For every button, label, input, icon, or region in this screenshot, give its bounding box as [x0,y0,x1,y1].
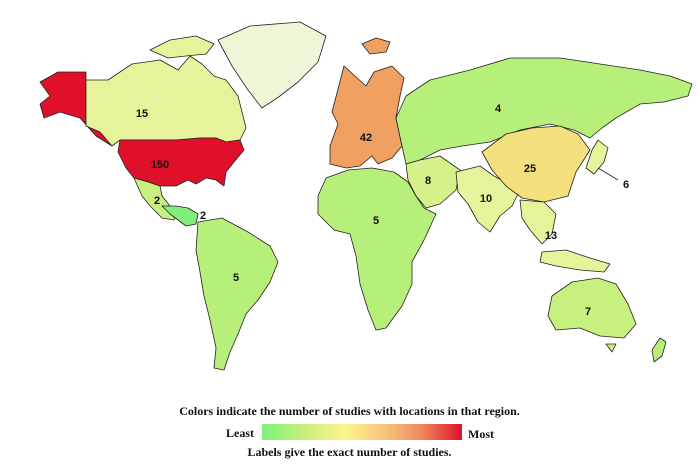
label-middle-east: 8 [425,175,431,187]
label-europe: 42 [360,132,372,144]
legend-gradient-bar [262,424,462,440]
region-southeast-asia [519,199,557,245]
region-middle-east [405,155,461,209]
legend-caption-bottom: Labels give the exact number of studies. [247,445,452,459]
label-south-america: 5 [233,272,239,284]
label-united-states: 150 [151,159,169,171]
world-map: 15 150 2 2 5 42 4 8 5 10 25 6 13 7 [39,21,693,371]
legend-most-label: Most [468,427,494,441]
region-australia [547,277,637,339]
label-mexico: 2 [154,195,160,207]
region-alaska [39,71,113,147]
region-central-america [161,205,199,227]
region-russia [395,57,693,165]
region-iceland [361,37,391,55]
label-china: 25 [524,163,536,175]
label-south-asia: 10 [480,193,492,205]
label-africa: 5 [373,215,379,227]
region-southeast-asia-islands [539,249,611,273]
legend-caption-top: Colors indicate the number of studies wi… [179,404,520,418]
region-canada-islands [149,35,215,59]
region-europe [329,65,405,169]
region-south-america [195,217,279,371]
label-japan: 6 [623,179,629,191]
japan-callout-line [597,167,619,181]
region-china [481,125,591,203]
label-southeast-asia: 13 [545,230,557,242]
region-australia-tasmania [605,343,617,353]
region-new-zealand [651,337,667,363]
region-greenland [217,21,327,109]
region-africa [317,167,437,331]
region-japan [585,139,609,175]
label-canada: 15 [136,108,148,120]
label-australia: 7 [585,306,591,318]
label-russia: 4 [495,103,502,115]
region-canada [85,55,247,147]
color-legend: Least Most [0,424,699,442]
legend-least-label: Least [226,426,254,440]
label-central-america: 2 [200,210,206,222]
